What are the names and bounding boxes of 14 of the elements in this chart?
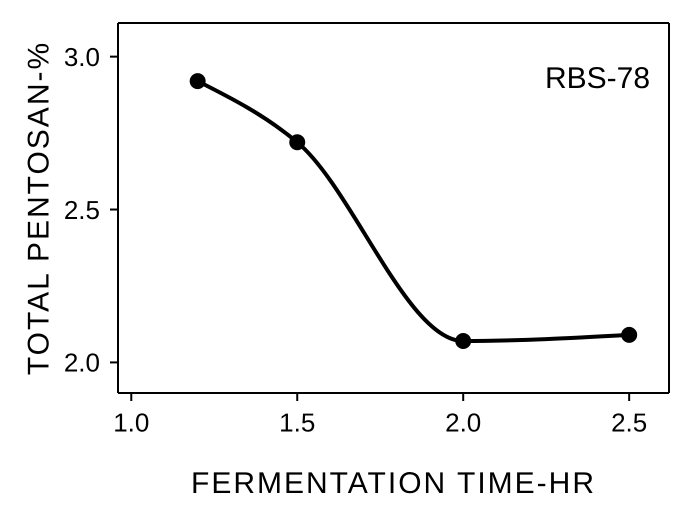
x-tick-label: 1.5 (279, 407, 316, 438)
annotation: RBS-78 (544, 62, 650, 96)
point (621, 326, 638, 343)
y-tick-label: 2.0 (64, 348, 100, 378)
y-tick-label: 2.5 (64, 194, 100, 225)
x-tick-label: 1.0 (113, 407, 150, 438)
point (455, 333, 472, 350)
point (289, 134, 306, 150)
x-tick-label: 2.5 (611, 407, 648, 438)
y-axis-title: TOTAL PENTOSAN-% (22, 40, 56, 376)
x-axis-title: FERMENTATION TIME-HR (191, 467, 596, 500)
x-tick-label: 2.0 (445, 407, 482, 438)
y-tick-label: 3.0 (64, 42, 100, 72)
point (190, 73, 206, 90)
